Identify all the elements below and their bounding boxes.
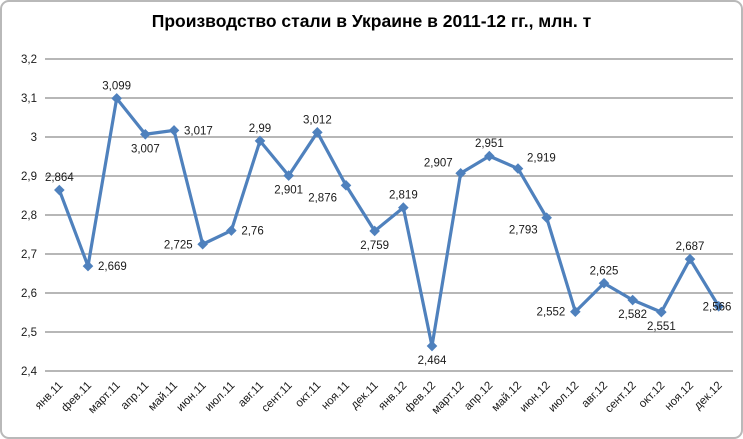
data-point-label: 2,901 (274, 185, 303, 197)
y-axis-tick-label: 3,2 (21, 54, 37, 66)
x-axis-tick-label: май.11 (146, 380, 180, 414)
data-point-label: 2,669 (98, 261, 127, 273)
x-axis-tick-label: июн.11 (174, 380, 208, 414)
data-point-marker (627, 294, 638, 306)
data-point-marker (254, 135, 266, 147)
x-axis-tick-label: ноя.11 (320, 380, 353, 413)
data-point-label: 2,582 (618, 309, 647, 321)
data-point-label: 3,017 (184, 125, 213, 137)
x-axis-tick-label: июл.12 (546, 380, 581, 415)
data-point-marker (312, 127, 323, 138)
data-point-marker (82, 260, 94, 272)
x-axis-tick-label: март.12 (430, 380, 467, 417)
data-point-marker (598, 277, 610, 289)
data-point-label: 2,687 (676, 241, 705, 253)
x-axis-tick-label: апр.12 (462, 380, 495, 413)
data-point-marker (512, 163, 524, 174)
data-point-label: 2,951 (475, 138, 504, 150)
data-point-label: 2,864 (45, 172, 74, 184)
data-point-label: 2,625 (590, 265, 619, 277)
data-point-marker (713, 300, 724, 312)
data-point-marker (484, 150, 495, 162)
data-point-marker (426, 340, 438, 352)
x-axis-tick-label: сент.12 (603, 380, 639, 416)
data-point-marker (226, 225, 237, 236)
data-point-marker (197, 238, 208, 250)
x-axis-tick-label: окт.12 (637, 380, 668, 411)
data-point-label: 2,99 (249, 123, 271, 135)
y-axis-tick-label: 2,8 (21, 210, 37, 222)
data-point-marker (656, 306, 667, 318)
data-point-marker (398, 202, 409, 213)
data-point-label: 3,007 (131, 143, 160, 155)
data-point-label: 2,793 (509, 225, 538, 237)
data-point-label: 3,099 (102, 80, 131, 92)
data-point-label: 2,725 (164, 239, 193, 251)
data-point-label: 2,759 (360, 240, 389, 252)
data-point-label: 2,551 (647, 321, 676, 333)
data-point-marker (541, 212, 552, 224)
data-point-marker (570, 306, 581, 318)
data-point-label: 2,566 (703, 301, 732, 313)
x-axis-tick-label: март.11 (86, 380, 122, 416)
y-axis-tick-label: 2,4 (21, 366, 38, 378)
data-point-label: 2,919 (527, 153, 556, 165)
data-point-marker (140, 128, 151, 140)
data-point-marker (455, 167, 466, 179)
x-axis-tick-label: апр.11 (119, 380, 152, 413)
x-axis-tick-label: сент.11 (260, 380, 295, 415)
data-point-marker (283, 170, 294, 181)
x-axis-tick-label: окт.11 (293, 380, 323, 410)
y-axis-tick-label: 2,6 (21, 288, 37, 300)
data-point-label: 2,876 (308, 192, 337, 204)
x-axis-tick-label: ноя.12 (663, 380, 696, 413)
x-axis-tick-label: май.12 (490, 380, 524, 414)
y-axis-tick-label: 2,7 (21, 249, 37, 261)
data-point-marker (54, 184, 65, 196)
data-point-marker (168, 125, 180, 136)
data-point-label: 2,464 (418, 355, 447, 367)
x-axis-tick-label: июн.12 (518, 380, 553, 415)
data-point-label: 3,012 (303, 114, 332, 126)
data-point-label: 2,76 (241, 226, 263, 238)
y-axis-tick-label: 2,5 (21, 327, 37, 339)
data-point-label: 2,819 (389, 190, 418, 202)
data-point-marker (684, 253, 696, 265)
data-point-marker (369, 225, 380, 237)
y-axis-tick-label: 3 (31, 132, 37, 144)
y-axis-tick-label: 2,9 (21, 171, 37, 183)
data-point-marker (111, 93, 122, 104)
chart-title: Производство стали в Украине в 2011-12 г… (151, 11, 592, 31)
data-point-label: 2,552 (537, 307, 566, 319)
x-axis-tick-label: дек.11 (349, 380, 381, 412)
x-axis-tick-label: июл.11 (203, 380, 237, 414)
y-axis-tick-label: 3,1 (21, 93, 37, 105)
data-point-label: 2,907 (424, 157, 453, 169)
series-line (57, 96, 721, 348)
x-axis-tick-label: дек.12 (692, 380, 725, 413)
data-point-marker (340, 180, 352, 191)
